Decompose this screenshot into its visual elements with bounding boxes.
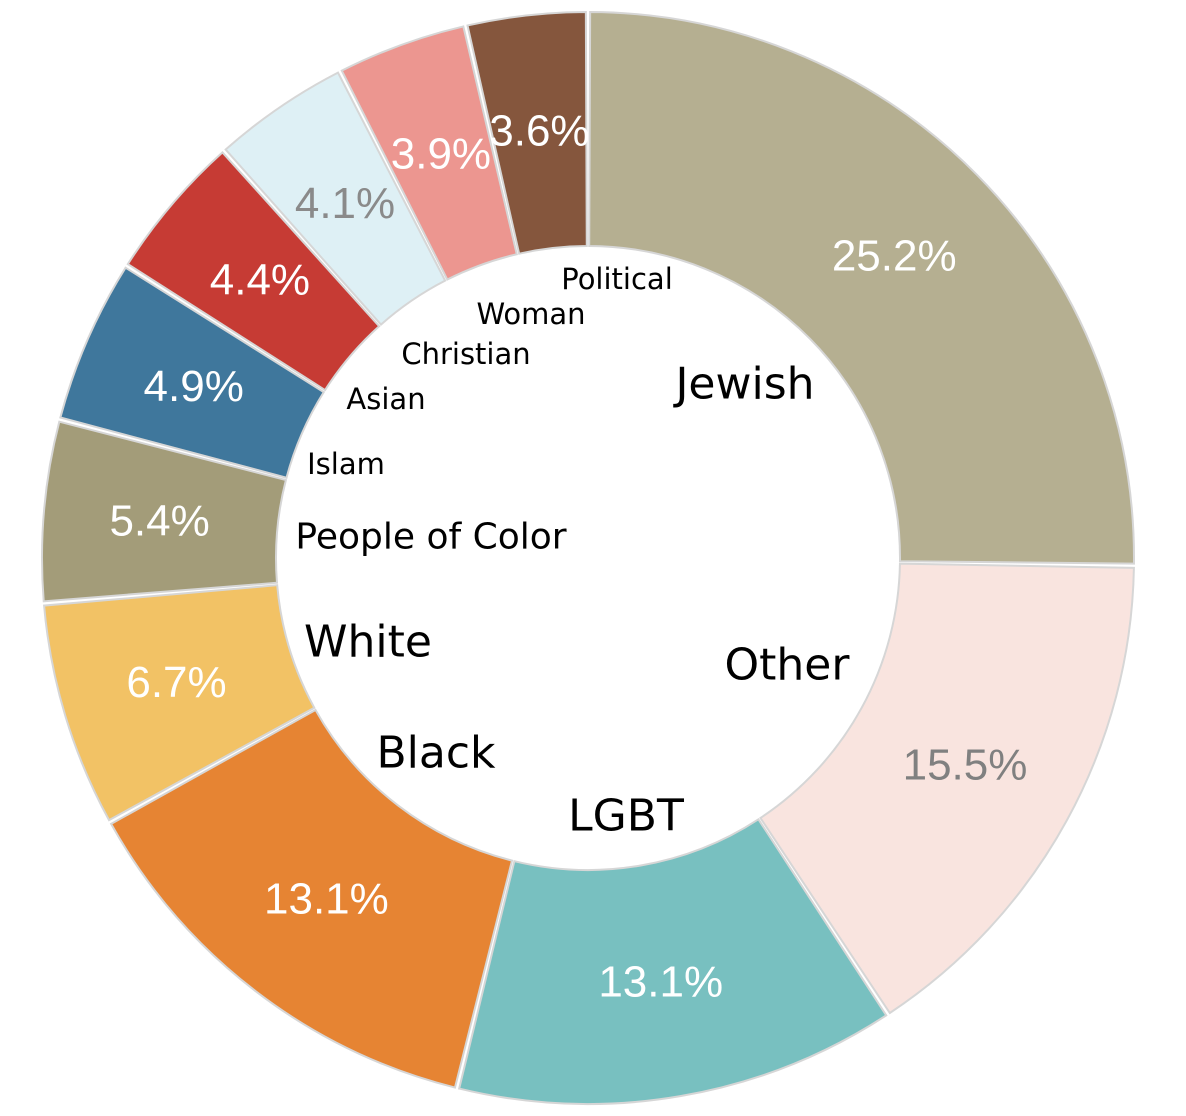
category-label-political: Political bbox=[561, 262, 673, 296]
slice-jewish bbox=[588, 10, 1135, 565]
category-label-black: Black bbox=[376, 728, 496, 779]
value-label-black: 13.1% bbox=[264, 875, 389, 924]
slice-christian bbox=[224, 71, 447, 327]
category-label-asian: Asian bbox=[346, 382, 425, 416]
value-label-other: 15.5% bbox=[903, 740, 1028, 789]
slice-people-of-color bbox=[41, 420, 288, 603]
percent-labels-layer: 25.2% 15.5% 13.1% 13.1% 6.7% 5.4% 4.9% 4.4% 4.1%… bbox=[109, 106, 1027, 1006]
value-label-islam: 4.9% bbox=[144, 362, 244, 411]
slice-woman bbox=[340, 25, 518, 281]
value-label-jewish: 25.2% bbox=[832, 232, 957, 281]
slice-asian bbox=[126, 150, 381, 392]
value-label-lgbt: 13.1% bbox=[598, 957, 723, 1006]
category-label-people-of-color: People of Color bbox=[295, 517, 566, 558]
category-label-jewish: Jewish bbox=[672, 359, 814, 410]
category-label-woman: Woman bbox=[476, 297, 585, 331]
category-labels-layer: Jewish Other LGBT Black White People of Color… bbox=[295, 262, 850, 842]
slice-islam bbox=[59, 266, 326, 479]
value-label-people-of-color: 5.4% bbox=[109, 496, 209, 545]
slice-lgbt bbox=[457, 817, 888, 1105]
category-label-lgbt: LGBT bbox=[568, 791, 684, 842]
category-label-white: White bbox=[304, 617, 432, 668]
category-label-other: Other bbox=[725, 640, 851, 691]
slice-other bbox=[759, 562, 1135, 1015]
value-label-christian: 4.1% bbox=[295, 179, 395, 228]
category-label-islam: Islam bbox=[307, 447, 385, 481]
value-label-political: 3.6% bbox=[489, 106, 589, 155]
value-label-white: 6.7% bbox=[126, 658, 226, 707]
slices-layer bbox=[41, 10, 1135, 1105]
category-label-christian: Christian bbox=[401, 337, 530, 371]
slice-white bbox=[42, 584, 316, 822]
value-label-asian: 4.4% bbox=[210, 256, 310, 305]
slice-political bbox=[466, 10, 588, 255]
value-label-woman: 3.9% bbox=[391, 129, 491, 178]
slice-black bbox=[109, 708, 514, 1089]
